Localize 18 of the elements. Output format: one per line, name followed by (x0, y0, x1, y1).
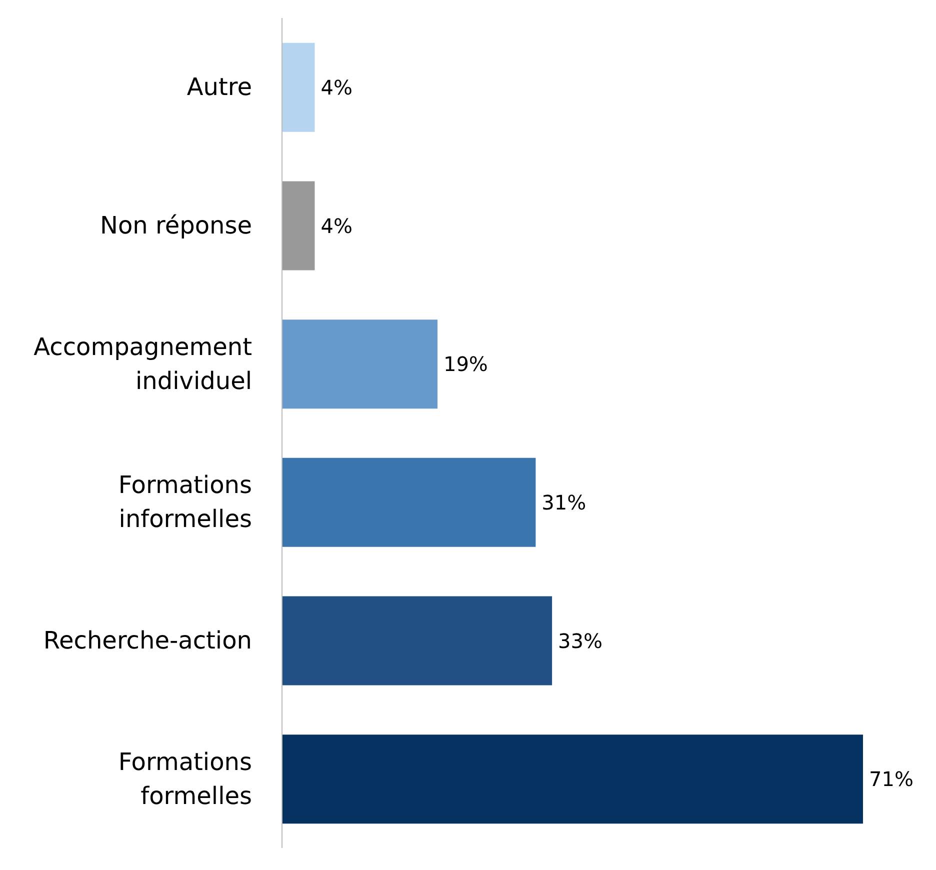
bar (282, 458, 536, 547)
data-label: 4% (320, 214, 352, 238)
data-label: 4% (320, 76, 352, 100)
bar (282, 181, 315, 270)
bar (282, 320, 438, 409)
y-tick-label: Formations formelles (118, 748, 252, 810)
data-label: 71% (869, 767, 914, 792)
bar (282, 42, 315, 132)
data-label: 33% (558, 628, 602, 653)
bar (282, 596, 552, 686)
y-tick-label: Accompagnement individuel (34, 332, 252, 395)
y-tick-label: Formations informelles (118, 471, 252, 534)
bar (282, 734, 863, 824)
y-tick-label: Recherche-action (43, 626, 252, 654)
data-label: 31% (542, 490, 586, 514)
data-label: 19% (443, 352, 488, 376)
y-tick-label: Non réponse (100, 212, 252, 240)
y-tick-label: Autre (186, 73, 252, 102)
